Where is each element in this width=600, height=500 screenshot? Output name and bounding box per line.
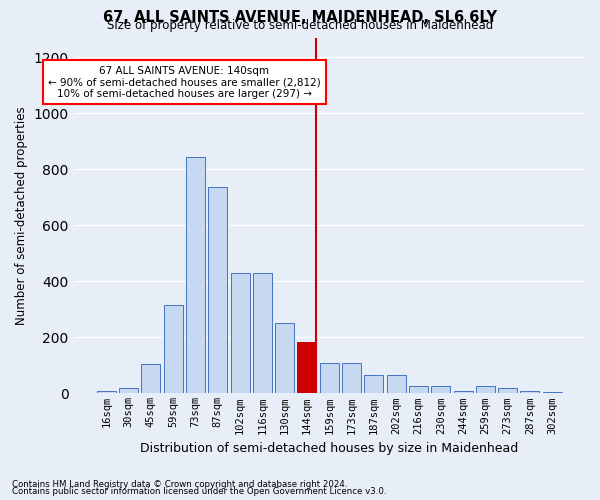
Text: 67 ALL SAINTS AVENUE: 140sqm
← 90% of semi-detached houses are smaller (2,812)
1: 67 ALL SAINTS AVENUE: 140sqm ← 90% of se…	[48, 66, 320, 98]
Bar	[520, 391, 539, 394]
Bar	[320, 362, 339, 394]
Bar	[142, 364, 160, 394]
Bar	[208, 188, 227, 394]
Bar	[386, 375, 406, 394]
Bar	[97, 391, 116, 394]
Bar	[275, 324, 294, 394]
Bar	[298, 342, 316, 394]
Bar	[164, 305, 182, 394]
Bar	[186, 156, 205, 394]
Bar	[476, 386, 495, 394]
X-axis label: Distribution of semi-detached houses by size in Maidenhead: Distribution of semi-detached houses by …	[140, 442, 518, 455]
Text: Size of property relative to semi-detached houses in Maidenhead: Size of property relative to semi-detach…	[107, 19, 493, 32]
Text: Contains HM Land Registry data © Crown copyright and database right 2024.: Contains HM Land Registry data © Crown c…	[12, 480, 347, 489]
Text: 67, ALL SAINTS AVENUE, MAIDENHEAD, SL6 6LY: 67, ALL SAINTS AVENUE, MAIDENHEAD, SL6 6…	[103, 10, 497, 25]
Bar	[119, 388, 138, 394]
Text: Contains public sector information licensed under the Open Government Licence v3: Contains public sector information licen…	[12, 487, 386, 496]
Bar	[409, 386, 428, 394]
Bar	[431, 386, 450, 394]
Bar	[230, 273, 250, 394]
Bar	[253, 273, 272, 394]
Bar	[454, 391, 473, 394]
Bar	[543, 392, 562, 394]
Y-axis label: Number of semi-detached properties: Number of semi-detached properties	[15, 106, 28, 325]
Bar	[364, 375, 383, 394]
Bar	[498, 388, 517, 394]
Bar	[342, 362, 361, 394]
